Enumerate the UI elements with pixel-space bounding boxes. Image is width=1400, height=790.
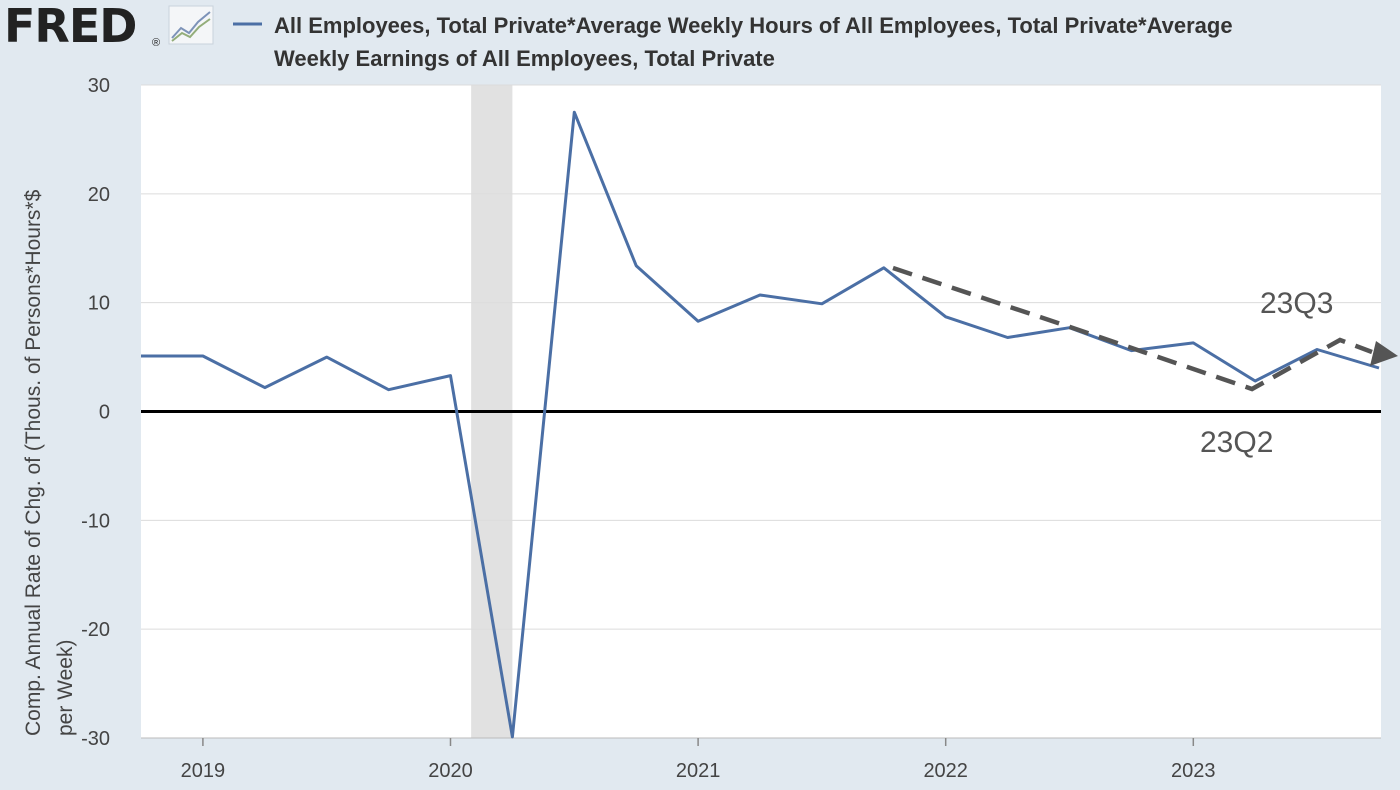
y-axis-label-line1: Comp. Annual Rate of Chg. of (Thous. of …	[22, 189, 45, 736]
series-line	[141, 110, 1380, 739]
line-chart-icon	[168, 5, 214, 45]
series	[141, 110, 1380, 739]
y-tick-label: 30	[88, 75, 110, 97]
y-tick-label: -30	[81, 728, 110, 750]
y-tick-label: 20	[88, 184, 110, 206]
x-axis: 2019 2020 2021 2022 2023	[141, 737, 1381, 782]
annotation-23q3: 23Q3	[1260, 287, 1333, 320]
y-tick-label: 10	[88, 293, 110, 315]
y-tick-label: 0	[99, 402, 110, 424]
legend: All Employees, Total Private*Average Wee…	[233, 13, 1233, 71]
trend-annotation: 23Q3 23Q2	[892, 265, 1398, 459]
arrow-head-icon	[1370, 341, 1398, 366]
legend-label-line1: All Employees, Total Private*Average Wee…	[274, 13, 1233, 38]
x-tick-label: 2023	[1171, 760, 1216, 782]
legend-label-line2: Weekly Earnings of All Employees, Total …	[274, 46, 775, 71]
annotation-23q2: 23Q2	[1200, 426, 1273, 459]
x-tick-label: 2022	[923, 760, 968, 782]
y-tick-label: -20	[81, 619, 110, 641]
fred-logo[interactable]: FRED ®	[4, 0, 160, 53]
x-tick-label: 2021	[676, 760, 721, 782]
y-axis: -30 -20 -10 0 10 20 30	[81, 75, 110, 750]
trend-arrow-line	[892, 265, 1373, 392]
fred-logo-text: FRED	[4, 0, 136, 53]
y-tick-label: -10	[81, 510, 110, 532]
x-tick-label: 2019	[181, 760, 226, 782]
y-axis-label-line2: per Week)	[54, 640, 77, 736]
registered-mark: ®	[152, 37, 160, 49]
x-tick-label: 2020	[428, 760, 473, 782]
